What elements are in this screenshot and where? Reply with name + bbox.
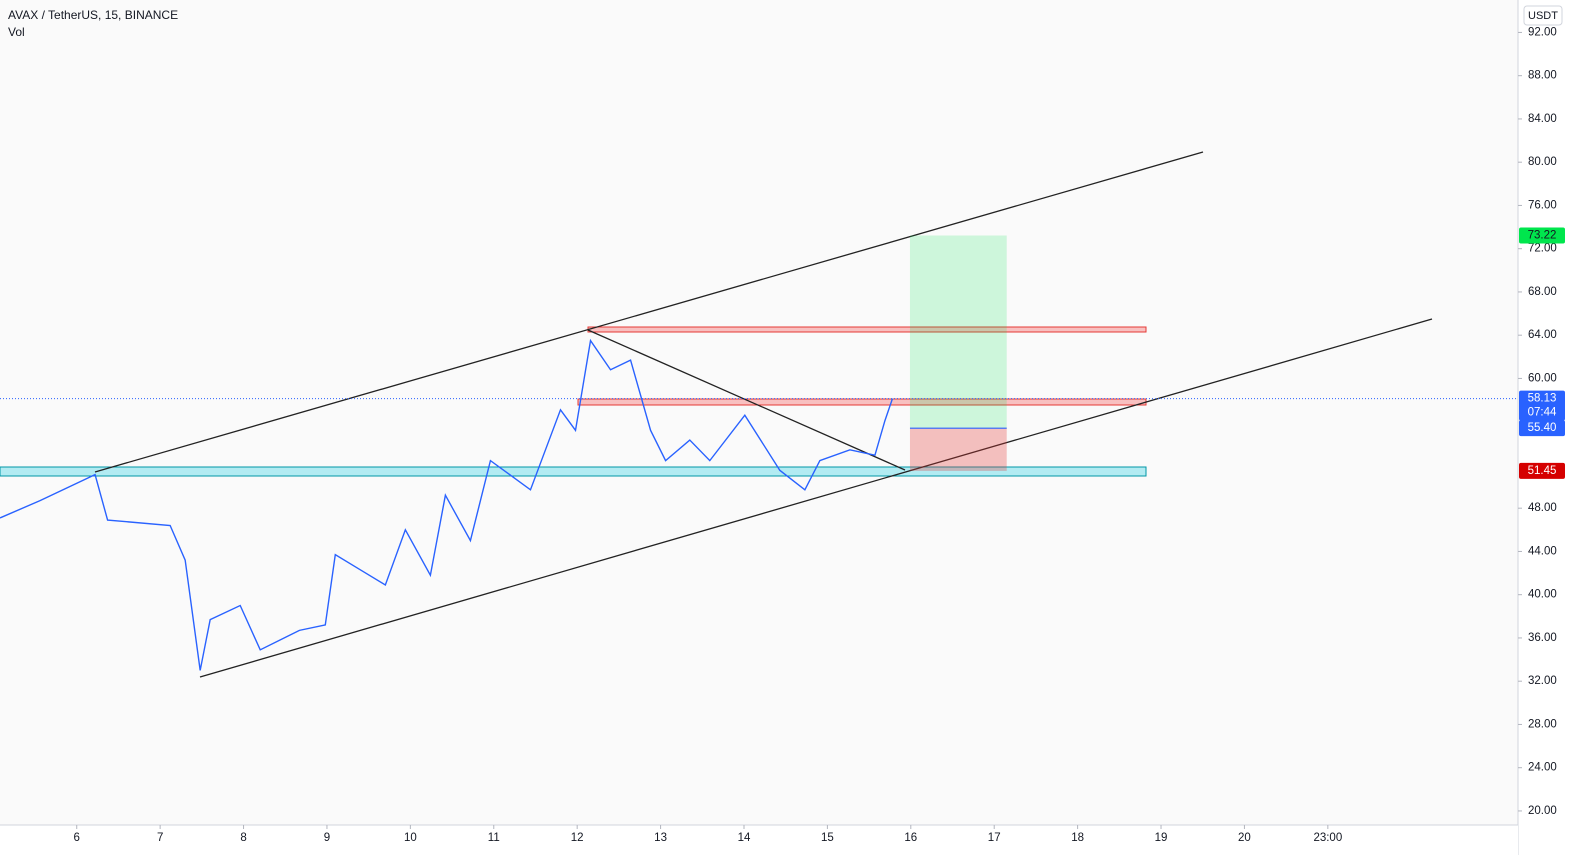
- y-tick-label: 36.00: [1528, 632, 1557, 644]
- price-label-box: [1519, 420, 1565, 437]
- y-tick-label: 44.00: [1528, 545, 1557, 557]
- countdown: 07:44: [1528, 407, 1557, 419]
- y-tick-label: 68.00: [1528, 286, 1557, 298]
- price-label: 51.45: [1528, 465, 1557, 477]
- y-tick-label: 84.00: [1528, 113, 1557, 125]
- y-tick-label: 60.00: [1528, 372, 1557, 384]
- y-tick-label: 32.00: [1528, 675, 1557, 687]
- plot-background: [0, 0, 1518, 825]
- stop-zone: [909, 428, 1007, 471]
- trend-line: [94, 151, 1204, 473]
- x-tick-label: 18: [1071, 832, 1084, 844]
- x-tick-label: 11: [488, 832, 500, 844]
- y-tick-label: 88.00: [1528, 70, 1557, 82]
- x-tick-label: 8: [240, 832, 246, 844]
- x-tick-label: 15: [821, 832, 834, 844]
- x-tick-label: 12: [571, 832, 584, 844]
- price-label-box: [1519, 462, 1565, 479]
- unit-badge: [1523, 5, 1563, 26]
- chart-title: AVAX / TetherUS, 15, BINANCE: [8, 8, 178, 22]
- x-tick-label: 19: [1155, 832, 1168, 844]
- trend-line: [587, 329, 906, 471]
- price-line: [0, 338, 894, 671]
- y-tick-label: 64.00: [1528, 329, 1557, 341]
- y-tick-label: 48.00: [1528, 502, 1557, 514]
- y-tick-label: 92.00: [1528, 26, 1557, 38]
- price-label-box: [1519, 390, 1565, 421]
- x-tick-label: 13: [654, 832, 667, 844]
- y-tick-label: 40.00: [1528, 589, 1557, 601]
- resistance-zone: [577, 398, 1147, 406]
- x-tick-label: 9: [324, 832, 330, 844]
- x-tick-label: 16: [904, 832, 917, 844]
- x-tick-label: 6: [74, 832, 80, 844]
- x-tick-label: 23:00: [1313, 832, 1342, 844]
- support-zone: [0, 466, 1147, 477]
- y-axis-label: USDT: [1528, 10, 1558, 22]
- x-tick-label: 20: [1238, 832, 1251, 844]
- y-tick-label: 80.00: [1528, 156, 1557, 168]
- x-tick-label: 17: [988, 832, 1001, 844]
- y-tick-label: 76.00: [1528, 199, 1557, 211]
- resistance-zone: [587, 326, 1147, 333]
- x-tick-label: 10: [404, 832, 417, 844]
- price-label: 73.22: [1528, 230, 1557, 242]
- price-label: 58.13: [1528, 393, 1557, 405]
- trend-line: [199, 318, 1433, 678]
- price-label: 55.40: [1528, 422, 1557, 434]
- drawings: [0, 151, 1518, 678]
- y-tick-label: 28.00: [1528, 718, 1557, 730]
- y-tick-label: 20.00: [1528, 805, 1557, 817]
- y-tick-label: 72.00: [1528, 243, 1557, 255]
- x-tick-label: 14: [738, 832, 751, 844]
- x-tick-label: 7: [157, 832, 163, 844]
- y-tick-label: 24.00: [1528, 762, 1557, 774]
- target-zone: [909, 235, 1007, 429]
- x-axis-panel: [0, 825, 1518, 855]
- price-label-box: [1519, 227, 1565, 244]
- subtitle: Vol: [8, 25, 25, 39]
